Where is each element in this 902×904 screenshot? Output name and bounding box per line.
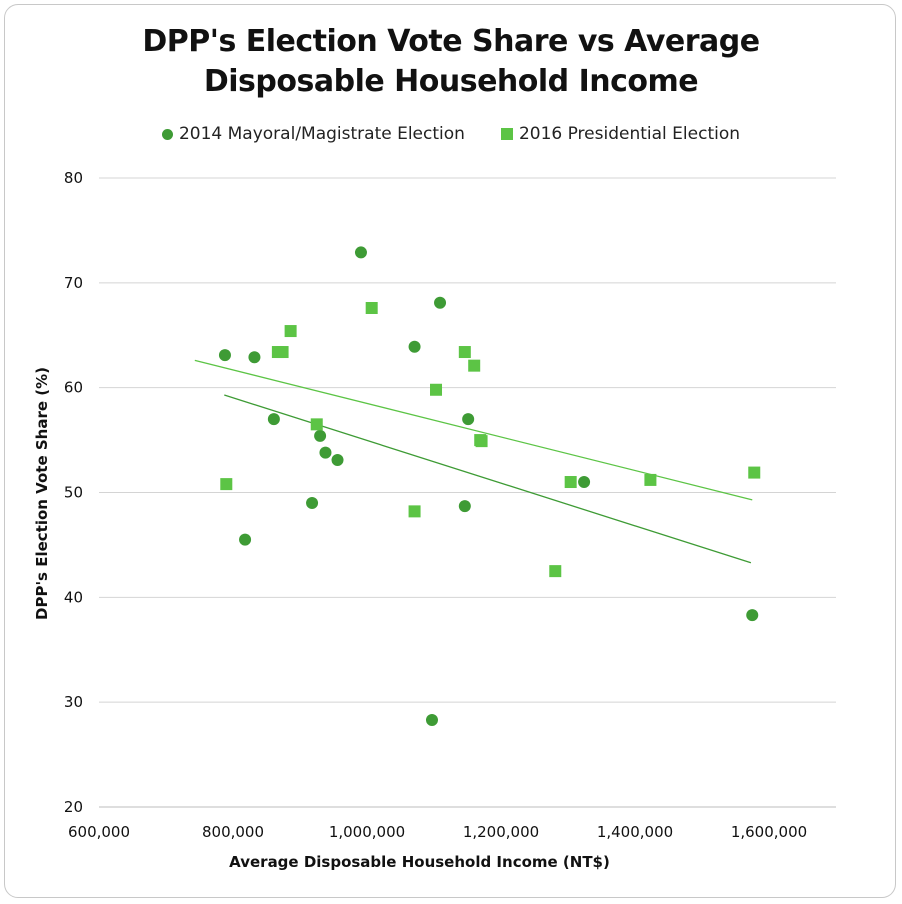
data-point-2014 <box>425 713 438 726</box>
data-point-2016 <box>564 476 577 489</box>
legend-label-2014: 2014 Mayoral/Magistrate Election <box>178 124 465 144</box>
y-tick-label: 70 <box>64 274 83 292</box>
x-tick-label: 1,600,000 <box>731 823 807 841</box>
chart-legend: 2014 Mayoral/Magistrate Election 2016 Pr… <box>0 124 902 144</box>
y-tick-label: 20 <box>64 798 83 816</box>
data-point-2016 <box>408 505 421 518</box>
data-point-2014 <box>354 246 367 259</box>
data-point-2014 <box>331 454 344 467</box>
data-point-2016 <box>748 466 761 479</box>
data-point-2014 <box>434 296 447 309</box>
data-point-2014 <box>462 413 475 426</box>
data-point-2016 <box>276 346 289 359</box>
x-tick-label: 800,000 <box>202 823 264 841</box>
y-axis-title: DPP's Election Vote Share (%) <box>33 367 51 620</box>
data-point-2016 <box>475 435 488 448</box>
data-point-2016 <box>430 383 443 396</box>
data-point-2016 <box>310 418 323 431</box>
x-axis-title: Average Disposable Household Income (NT$… <box>229 853 610 871</box>
legend-circle-marker <box>161 128 173 140</box>
legend-item-2014: 2014 Mayoral/Magistrate Election <box>161 124 465 144</box>
data-point-2014 <box>408 340 421 353</box>
legend-label-2016: 2016 Presidential Election <box>518 124 741 144</box>
y-tick-label: 40 <box>64 588 83 606</box>
y-tick-label: 60 <box>64 379 83 397</box>
data-point-2016 <box>644 473 657 486</box>
chart-title: DPP's Election Vote Share vs Average Dis… <box>0 22 902 102</box>
y-tick-label: 80 <box>64 169 83 187</box>
legend-item-2016: 2016 Presidential Election <box>500 124 741 144</box>
chart-frame <box>4 4 896 898</box>
data-point-2016 <box>365 301 378 314</box>
data-point-2014 <box>319 446 332 459</box>
x-tick-label: 1,200,000 <box>463 823 539 841</box>
chart-title-line1: DPP's Election Vote Share vs Average <box>142 24 760 59</box>
y-tick-label: 50 <box>64 484 83 502</box>
x-tick-label: 1,000,000 <box>329 823 405 841</box>
legend-square-marker <box>500 128 513 140</box>
data-point-2014 <box>746 609 759 622</box>
x-tick-label: 600,000 <box>68 823 130 841</box>
data-point-2014 <box>218 349 231 362</box>
trendline-series-2014 <box>224 394 752 564</box>
data-point-2014 <box>578 476 591 489</box>
data-point-2014 <box>248 351 261 364</box>
data-point-2016 <box>220 478 233 491</box>
data-point-2014 <box>306 496 319 509</box>
y-tick-label: 30 <box>64 693 83 711</box>
chart-title-line2: Disposable Household Income <box>203 64 699 99</box>
data-point-2016 <box>458 346 471 359</box>
data-point-2014 <box>314 429 327 442</box>
x-tick-label: 1,400,000 <box>597 823 673 841</box>
trendline-series-2016 <box>194 359 753 501</box>
data-point-2016 <box>549 565 562 578</box>
data-point-2014 <box>239 533 252 546</box>
data-point-2016 <box>468 359 481 372</box>
data-point-2014 <box>458 500 471 513</box>
data-point-2016 <box>284 325 297 338</box>
data-point-2014 <box>267 413 280 426</box>
